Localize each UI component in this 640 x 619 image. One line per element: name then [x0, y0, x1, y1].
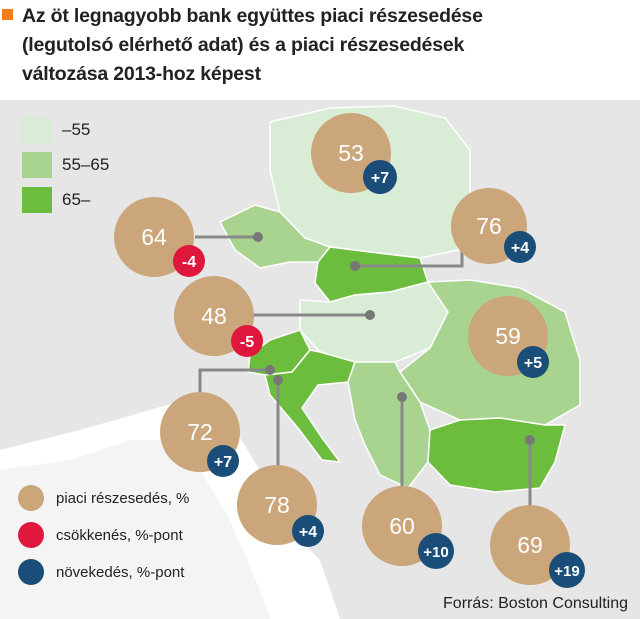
change-value-czech: -4: [182, 254, 196, 271]
region-bulgaria: [427, 417, 566, 493]
change-value-serbia: +10: [423, 544, 448, 561]
change-value-slovakia: +4: [511, 240, 529, 257]
region-croatia: [264, 349, 356, 463]
key-item-share: piaci részesedés, %: [18, 485, 189, 511]
share-value-slovakia: 76: [476, 213, 502, 239]
legend-item-high: 65–: [22, 187, 90, 213]
legend-label-low: –55: [62, 120, 91, 139]
share-value-poland: 53: [338, 140, 364, 166]
share-value-croatia: 78: [264, 492, 290, 518]
sea-background: [0, 440, 270, 619]
change-bubble-slovakia: [504, 231, 536, 263]
leader-dots: [253, 232, 535, 445]
change-value-hungary: -5: [240, 334, 254, 351]
key-item-increase: növekedés, %-pont: [18, 559, 184, 585]
change-value-slovenia: +7: [214, 454, 232, 471]
change-bubble-hungary: [231, 325, 263, 357]
key-dot-share: [18, 485, 44, 511]
change-bubble-romania: [517, 346, 549, 378]
share-value-czech: 64: [141, 224, 167, 250]
legend-item-low: –55: [22, 117, 90, 143]
title-line-1: Az öt legnagyobb bank együttes piaci rés…: [22, 5, 483, 27]
change-bubble-czech: [173, 245, 205, 277]
change-bubble-serbia: [418, 533, 454, 569]
key-label-increase: növekedés, %-pont: [56, 563, 185, 581]
region-serbia: [347, 361, 431, 489]
title-line-3: változása 2013-hoz képest: [22, 63, 261, 85]
share-value-slovenia: 72: [187, 419, 213, 445]
share-value-bulgaria: 69: [517, 532, 543, 558]
key-dot-decrease: [18, 522, 44, 548]
change-value-croatia: +4: [299, 524, 317, 541]
key-dot-increase: [18, 559, 44, 585]
change-bubble-croatia: [292, 515, 324, 547]
legend-swatch-low: [22, 117, 52, 143]
chart-title: Az öt legnagyobb bank együttes piaci rés…: [22, 2, 634, 89]
key-label-decrease: csökkenés, %-pont: [56, 526, 183, 544]
key-item-decrease: csökkenés, %-pont: [18, 522, 183, 548]
legend-item-mid: 55–65: [22, 152, 109, 178]
legend-label-high: 65–: [62, 190, 91, 209]
change-value-poland: +7: [371, 170, 389, 187]
share-value-romania: 59: [495, 323, 521, 349]
source-note: Forrás: Boston Consulting: [443, 595, 628, 612]
title-marker: [2, 9, 13, 20]
change-value-romania: +5: [524, 355, 542, 372]
bubbles: 53+764-476+448-5 59+572+778+4 60+10 69+19: [114, 113, 585, 588]
key-label-share: piaci részesedés, %: [56, 489, 190, 507]
change-bubble-bulgaria: [549, 552, 585, 588]
legend-swatch-mid: [22, 152, 52, 178]
change-bubble-slovenia: [207, 445, 239, 477]
change-value-bulgaria: +19: [554, 563, 579, 580]
title-line-2: (legutolsó elérhető adat) és a piaci rés…: [22, 34, 465, 56]
legend-swatch-high: [22, 187, 52, 213]
share-value-serbia: 60: [389, 513, 415, 539]
change-bubble-poland: [363, 160, 397, 194]
legend-label-mid: 55–65: [62, 155, 110, 174]
share-value-hungary: 48: [201, 303, 227, 329]
